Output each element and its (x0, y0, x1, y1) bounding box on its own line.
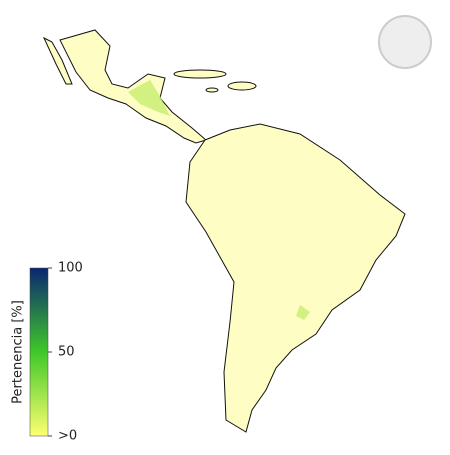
jamaica (205, 87, 219, 93)
south-america-green (296, 305, 310, 320)
hispaniola (227, 81, 257, 91)
baja-california (42, 36, 73, 85)
cuba (173, 69, 227, 79)
logo (378, 15, 432, 69)
tick-label: 50 (58, 345, 75, 360)
mexico-central-america (59, 29, 208, 144)
colorbar (29, 267, 49, 437)
central-america-green (128, 80, 170, 116)
tick-label: >0 (58, 429, 77, 444)
map (42, 15, 432, 433)
colorbar-title: Pertenencia [%] (11, 300, 26, 404)
south-america (185, 123, 406, 433)
tick-label: 100 (58, 261, 83, 276)
